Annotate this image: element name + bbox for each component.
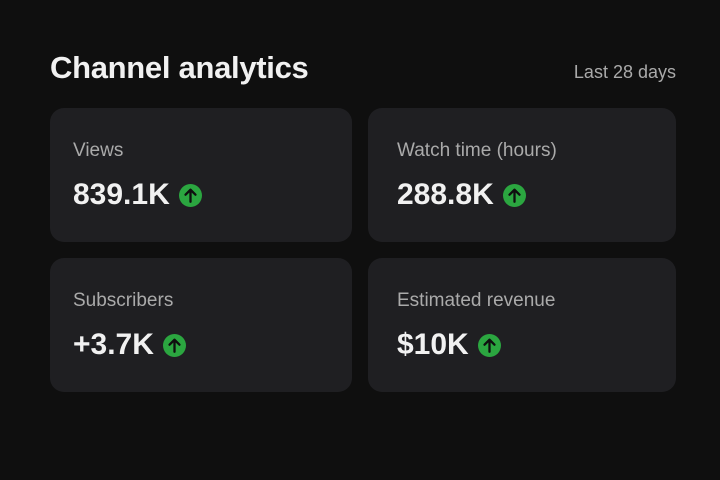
metric-value: 839.1K: [73, 178, 170, 211]
metric-label: Subscribers: [73, 290, 174, 311]
arrow-up-circle-icon: [502, 183, 526, 207]
metric-card-watch-time[interactable]: Watch time (hours) 288.8K: [368, 108, 676, 242]
analytics-header: Channel analytics Last 28 days: [50, 50, 676, 90]
metric-card-revenue[interactable]: Estimated revenue $10K: [368, 258, 676, 392]
page-title: Channel analytics: [50, 50, 309, 85]
arrow-up-circle-icon: [162, 333, 186, 357]
arrow-up-circle-icon: [178, 183, 202, 207]
metric-value: $10K: [397, 328, 469, 361]
metric-value: 288.8K: [397, 178, 494, 211]
metric-label: Estimated revenue: [397, 290, 556, 311]
metric-card-subscribers[interactable]: Subscribers +3.7K: [50, 258, 352, 392]
metric-label: Views: [73, 140, 124, 161]
metric-value-row: $10K: [397, 328, 501, 362]
metric-label: Watch time (hours): [397, 140, 557, 161]
metric-value-row: +3.7K: [73, 328, 186, 362]
metric-value-row: 839.1K: [73, 178, 202, 212]
metric-value-row: 288.8K: [397, 178, 526, 212]
metric-value: +3.7K: [73, 328, 154, 361]
date-range-label: Last 28 days: [573, 62, 676, 82]
arrow-up-circle-icon: [477, 333, 501, 357]
metric-card-views[interactable]: Views 839.1K: [50, 108, 352, 242]
